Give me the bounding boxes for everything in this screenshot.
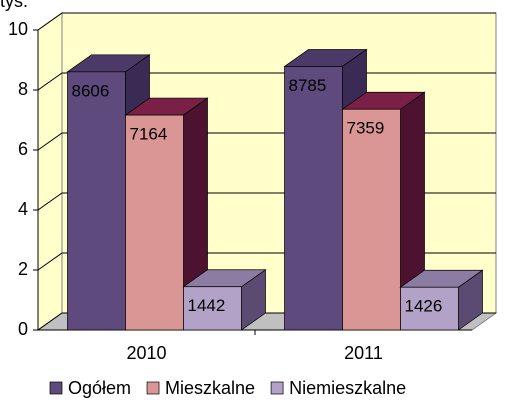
data-label: 1442 xyxy=(188,296,226,315)
bar-front xyxy=(183,286,242,331)
bar xyxy=(399,269,484,331)
legend-label: Ogółem xyxy=(68,378,131,398)
legend-swatch xyxy=(270,381,284,395)
y-tick-label: 6 xyxy=(18,139,28,159)
y-tick-label: 10 xyxy=(8,19,28,39)
bar xyxy=(124,97,209,331)
data-label: 8785 xyxy=(289,76,327,95)
legend-label: Mieszkalne xyxy=(165,378,255,398)
y-tick-label: 0 xyxy=(18,319,28,339)
bar-front xyxy=(67,71,126,331)
legend-swatch xyxy=(49,381,63,395)
y-tick-label: 4 xyxy=(18,199,28,219)
data-label: 8606 xyxy=(72,81,110,100)
grid-line xyxy=(37,12,496,31)
y-tick-label: 8 xyxy=(18,79,28,99)
bar-front xyxy=(400,286,459,331)
x-tick-label: 2010 xyxy=(126,343,166,363)
bar-front xyxy=(284,66,343,331)
data-label: 1426 xyxy=(405,297,443,316)
bar-front xyxy=(125,114,184,331)
y-axis-label: tys. xyxy=(0,0,28,11)
side-wall xyxy=(37,12,63,331)
bar-front xyxy=(342,108,401,331)
y-tick-label: 2 xyxy=(18,259,28,279)
legend-label: Niemieszkalne xyxy=(289,378,406,398)
bar xyxy=(341,91,426,331)
legend-swatch xyxy=(146,381,160,395)
data-label: 7164 xyxy=(130,125,168,144)
bar xyxy=(182,269,267,331)
data-label: 7359 xyxy=(347,119,385,138)
x-tick-label: 2011 xyxy=(344,343,383,363)
